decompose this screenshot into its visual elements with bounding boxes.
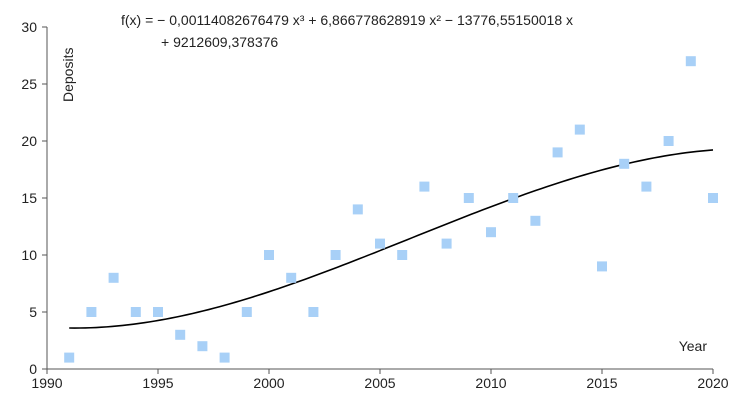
- x-tick-label: 1990: [31, 375, 62, 391]
- data-point: [397, 250, 408, 260]
- data-point: [486, 227, 496, 238]
- data-point: [197, 341, 208, 352]
- data-point: [441, 238, 452, 249]
- data-point: [308, 307, 319, 317]
- data-point: [530, 215, 541, 226]
- data-point: [175, 329, 186, 340]
- trendline: [69, 149, 714, 329]
- y-tick-label: 0: [29, 361, 37, 377]
- data-point: [685, 56, 696, 67]
- data-point: [352, 204, 363, 215]
- data-points: [64, 56, 718, 363]
- data-point: [86, 307, 97, 317]
- data-point: [286, 272, 297, 283]
- x-tick-label: 2010: [475, 375, 506, 391]
- data-point: [708, 193, 718, 203]
- data-point: [597, 261, 607, 272]
- data-point: [330, 250, 341, 260]
- data-point: [619, 158, 630, 169]
- x-tick-label: 2005: [364, 375, 395, 391]
- axes: [46, 27, 713, 370]
- y-tick-label: 25: [21, 76, 37, 92]
- data-point: [508, 193, 519, 203]
- y-tick-label: 5: [29, 304, 37, 320]
- x-tick-label: 2000: [253, 375, 284, 391]
- data-point: [64, 352, 75, 363]
- ticks: [42, 26, 714, 374]
- tick-labels: 1990 1995 2000 2005 2010 2015 2020 0 5 10 15 20 25 30: [21, 19, 728, 391]
- data-point: [130, 307, 141, 317]
- y-axis-title: Deposits: [60, 48, 76, 102]
- trendline-equation-line-2: + 9212609,378376: [161, 34, 278, 50]
- data-point: [641, 181, 652, 192]
- x-axis-title: Year: [679, 338, 708, 354]
- trendline-equation-line-1: f(x) = − 0,00114082676479 x³ + 6,8667786…: [121, 12, 573, 28]
- y-tick-label: 20: [21, 133, 37, 149]
- data-point: [663, 136, 674, 146]
- data-point: [241, 307, 252, 317]
- data-point: [153, 307, 163, 317]
- data-point: [552, 147, 563, 158]
- data-point: [463, 193, 474, 203]
- y-tick-label: 10: [21, 247, 37, 263]
- data-point: [264, 250, 274, 260]
- data-point: [574, 124, 585, 135]
- x-tick-label: 2015: [586, 375, 617, 391]
- x-tick-label: 2020: [697, 375, 728, 391]
- data-point: [375, 238, 385, 249]
- data-point: [108, 272, 119, 283]
- y-tick-label: 15: [21, 190, 37, 206]
- data-point: [419, 181, 430, 192]
- data-point: [219, 352, 230, 363]
- x-tick-label: 1995: [142, 375, 173, 391]
- y-tick-label: 30: [21, 19, 37, 35]
